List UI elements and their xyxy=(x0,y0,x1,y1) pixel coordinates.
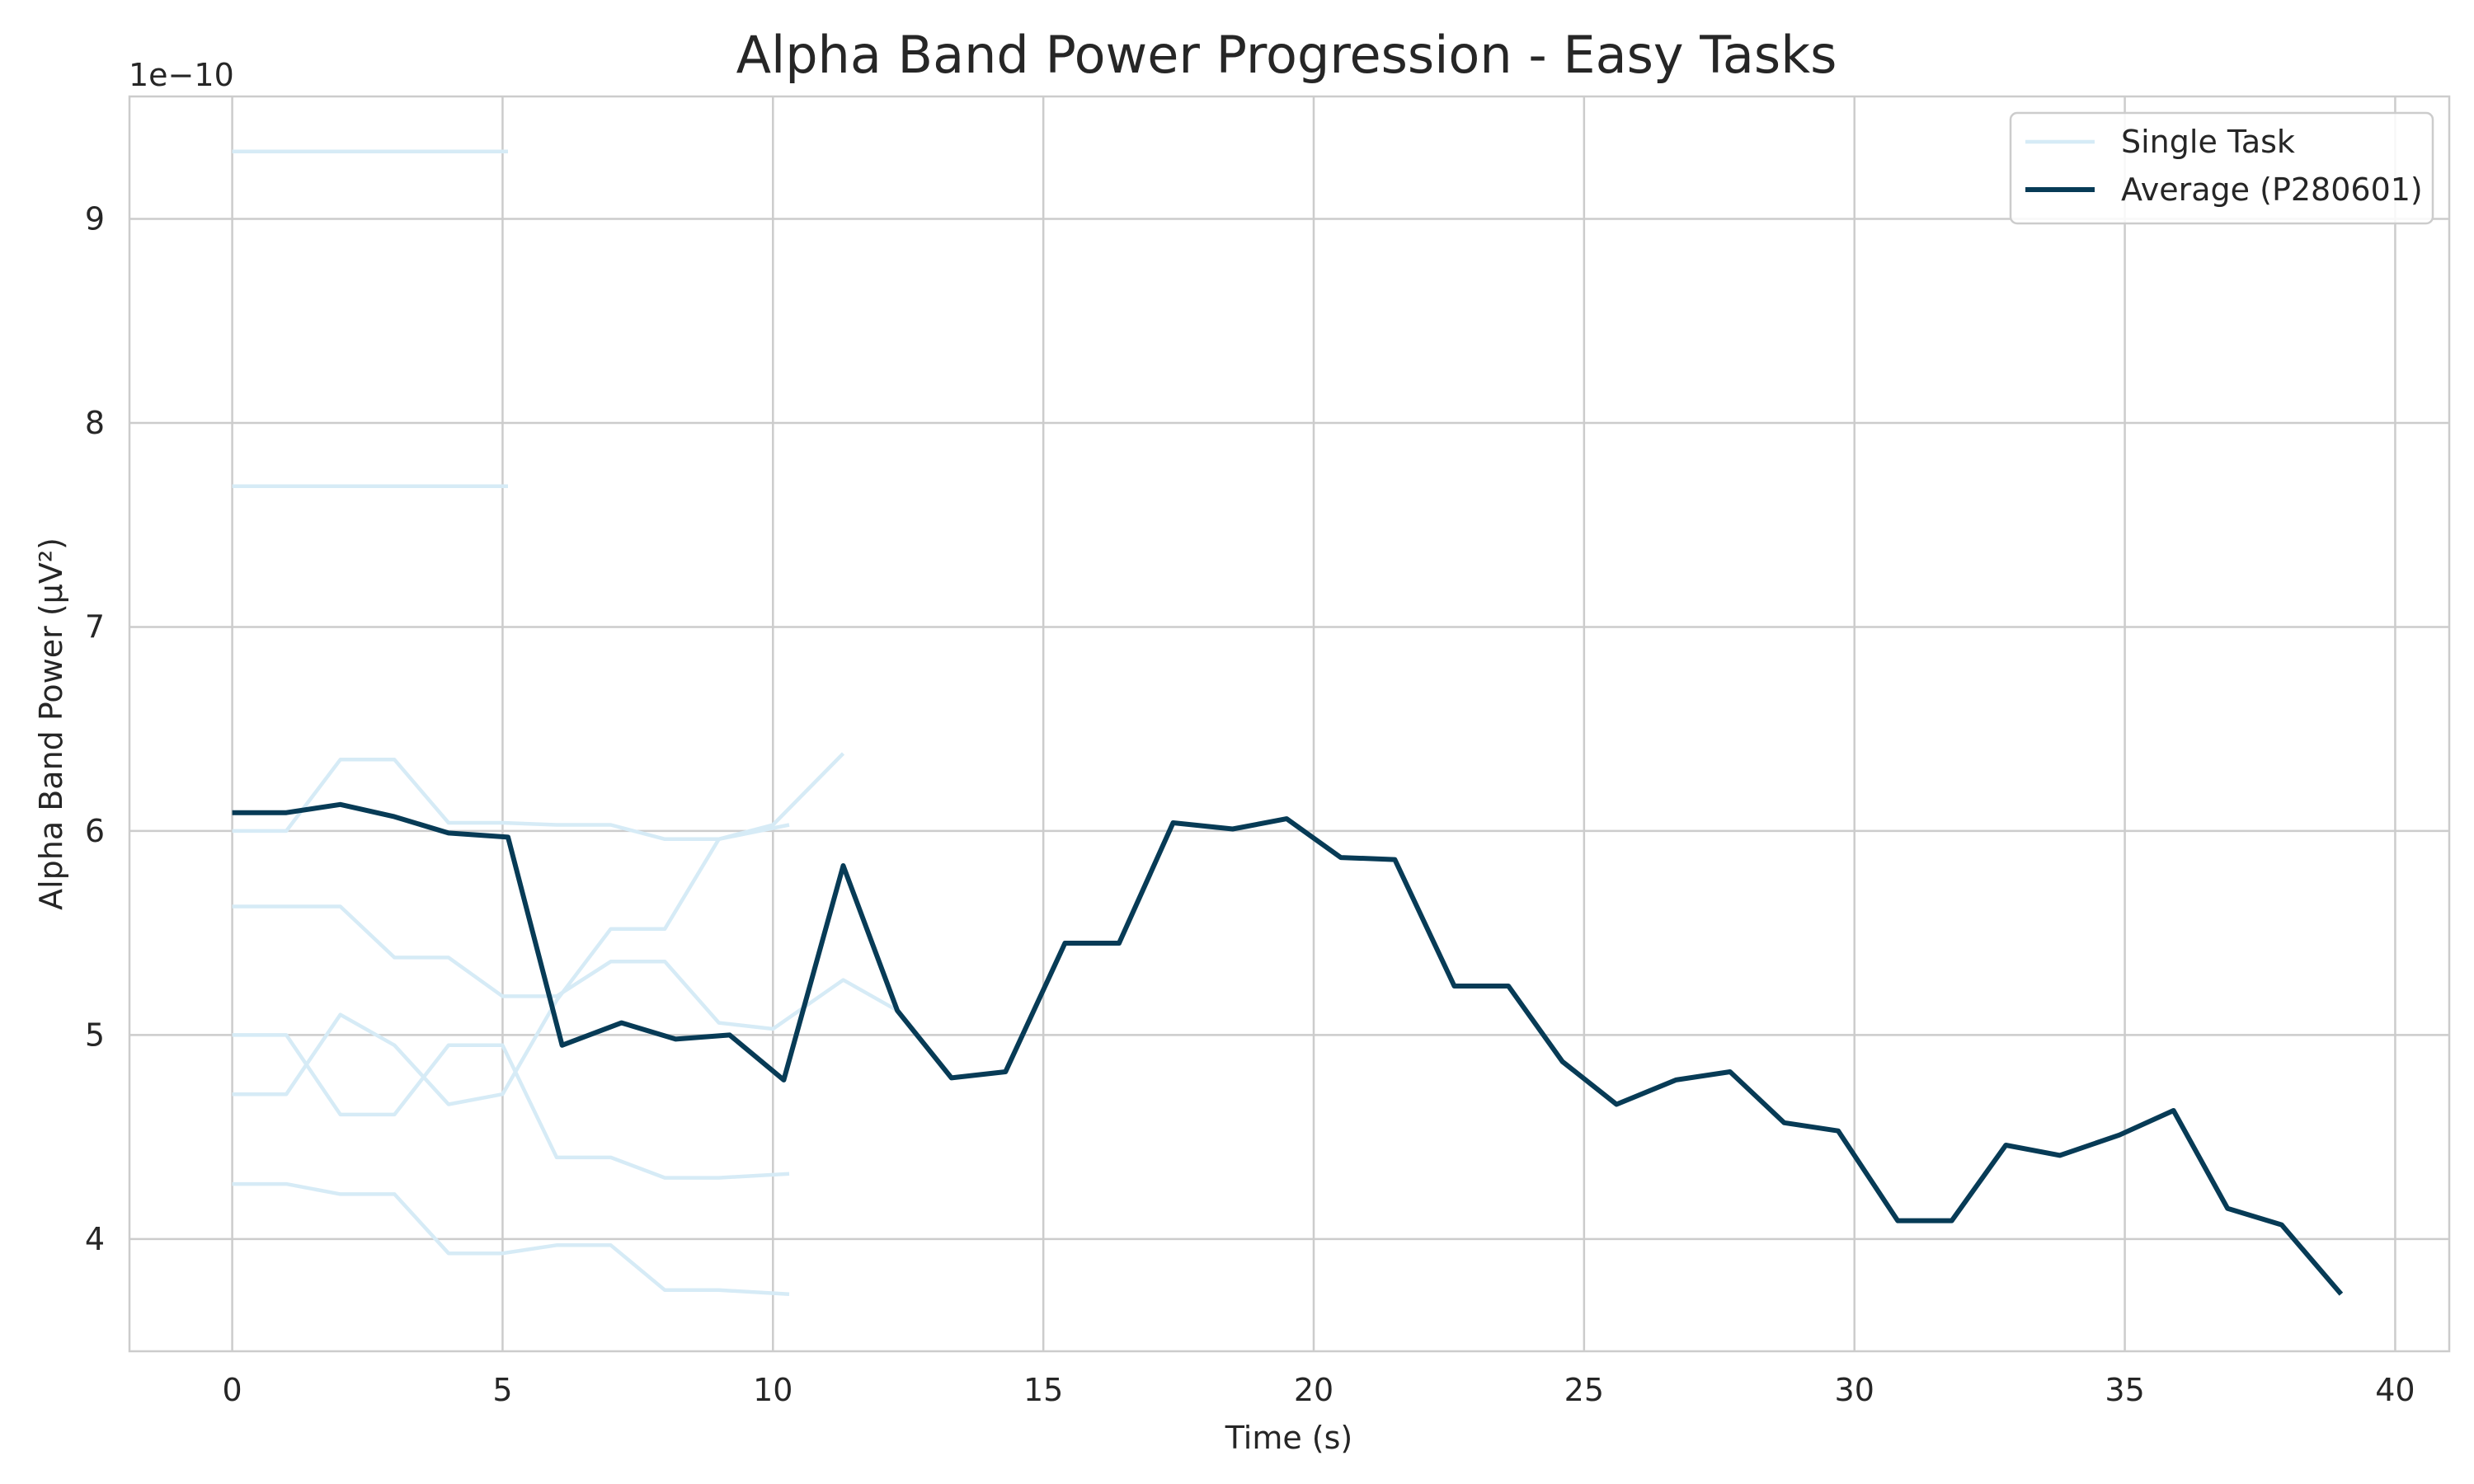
x-tick-label-1: 5 xyxy=(492,1372,512,1408)
plot-frame xyxy=(128,95,2451,1353)
y-offset-label: 1e−10 xyxy=(129,57,234,93)
y-tick-label-3: 7 xyxy=(85,608,105,645)
grid xyxy=(129,96,2449,1351)
single-task-series-group xyxy=(232,149,899,1296)
single-task-line-4 xyxy=(232,1033,790,1180)
single-task-line-5 xyxy=(232,823,790,1106)
y-tick-label-5: 9 xyxy=(85,200,105,237)
x-axis-ticks: 0 5 10 15 20 25 30 35 40 xyxy=(222,1372,2415,1408)
y-axis-label: Alpha Band Power (µV²) xyxy=(33,538,69,910)
single-task-line-2 xyxy=(232,752,845,842)
y-tick-label-2: 6 xyxy=(85,813,105,849)
legend-box xyxy=(2009,111,2434,225)
x-tick-label-3: 15 xyxy=(1023,1372,1063,1408)
y-tick-label-4: 8 xyxy=(85,405,105,441)
legend-single-task-label: Single Task xyxy=(2121,124,2295,160)
x-tick-label-8: 40 xyxy=(2375,1372,2415,1408)
y-tick-label-0: 4 xyxy=(85,1221,105,1257)
x-tick-label-4: 20 xyxy=(1294,1372,1333,1408)
x-tick-label-2: 10 xyxy=(753,1372,793,1408)
single-task-line-3 xyxy=(232,904,899,1031)
chart-title: Alpha Band Power Progression - Easy Task… xyxy=(736,25,1837,85)
average-series-line xyxy=(232,801,2344,1296)
x-axis-label: Time (s) xyxy=(1225,1420,1353,1456)
x-tick-label-5: 25 xyxy=(1564,1372,1604,1408)
y-tick-label-1: 5 xyxy=(85,1017,105,1053)
legend-average-label: Average (P280601) xyxy=(2121,171,2423,208)
single-task-line-6 xyxy=(232,1181,790,1296)
y-axis-ticks: 4 5 6 7 8 9 xyxy=(85,200,105,1256)
x-tick-label-0: 0 xyxy=(222,1372,242,1408)
average-series-group xyxy=(232,801,2344,1296)
x-tick-label-6: 30 xyxy=(1835,1372,1874,1408)
legend: Single Task Average (P280601) xyxy=(2009,111,2434,225)
x-tick-label-7: 35 xyxy=(2105,1372,2144,1408)
